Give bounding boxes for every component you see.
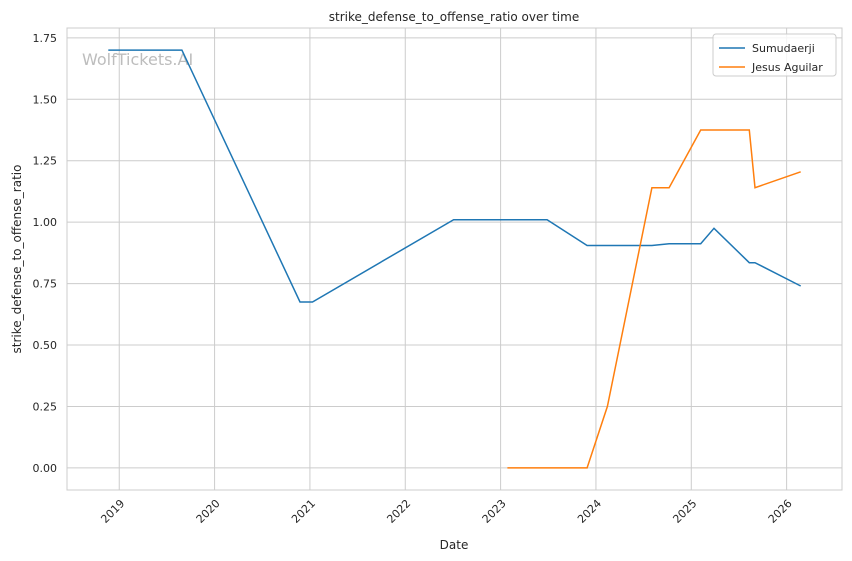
series-line-sumudaerji xyxy=(108,49,802,303)
x-tick-label: 2024 xyxy=(575,497,604,526)
x-tick-label: 2021 xyxy=(289,497,318,526)
legend-label: Sumudaerji xyxy=(752,42,815,55)
chart-title: strike_defense_to_offense_ratio over tim… xyxy=(329,10,579,24)
y-axis-label: strike_defense_to_offense_ratio xyxy=(10,165,24,354)
y-tick-label: 1.25 xyxy=(33,155,58,168)
x-tick-label: 2025 xyxy=(670,497,699,526)
x-tick-label: 2026 xyxy=(766,497,795,526)
x-tick-label: 2020 xyxy=(194,497,223,526)
x-tick-label: 2022 xyxy=(384,497,413,526)
legend: Sumudaerji Jesus Aguilar xyxy=(712,33,837,77)
series-line-jesus-aguilar xyxy=(507,129,801,469)
y-tick-label: 1.75 xyxy=(33,32,58,45)
x-tick-label: 2023 xyxy=(480,497,509,526)
y-tick-label: 0.25 xyxy=(33,400,58,413)
y-tick-label: 1.00 xyxy=(33,216,58,229)
y-tick-label: 0.75 xyxy=(33,278,58,291)
y-tick-label: 0.00 xyxy=(33,462,58,475)
y-tick-label: 1.50 xyxy=(33,93,58,106)
x-axis-label: Date xyxy=(440,538,469,552)
plot-frame xyxy=(66,27,843,491)
y-tick-label: 0.50 xyxy=(33,339,58,352)
legend-label: Jesus Aguilar xyxy=(751,61,823,74)
watermark: WolfTickets.AI xyxy=(82,50,193,69)
legend-box xyxy=(712,33,837,77)
x-tick-label: 2019 xyxy=(98,497,127,526)
